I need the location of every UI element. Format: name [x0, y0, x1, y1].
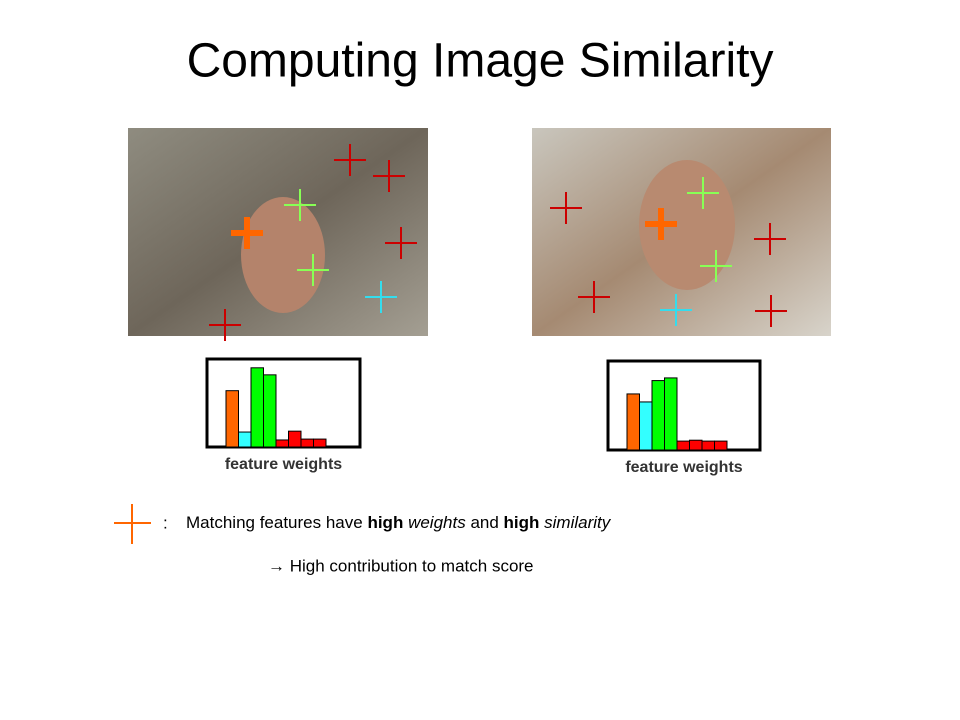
bar — [313, 438, 327, 448]
cross — [550, 192, 582, 224]
cross — [700, 250, 732, 282]
photo-left — [128, 128, 428, 336]
cross — [385, 227, 417, 259]
bar — [714, 440, 728, 451]
slide-title: Computing Image Similarity — [187, 35, 774, 88]
bar-chart: feature weights — [205, 357, 362, 473]
bar — [238, 431, 252, 448]
legend-marker — [114, 504, 151, 544]
x-axis-label: feature weights — [225, 456, 342, 473]
cross — [755, 295, 787, 327]
bar-chart: feature weights — [606, 359, 762, 476]
bar — [639, 401, 653, 451]
note: → High contribution to match score — [268, 556, 534, 575]
cross — [297, 254, 329, 286]
cross — [578, 281, 610, 313]
charts: feature weights feature weights — [205, 357, 762, 476]
cross — [284, 189, 316, 221]
bar — [225, 390, 239, 448]
bar — [275, 439, 289, 448]
legend-run: high — [367, 513, 403, 532]
cross — [645, 208, 677, 240]
legend-run: high — [504, 513, 540, 532]
cross — [209, 309, 241, 341]
cross — [365, 281, 397, 313]
bar — [651, 380, 665, 451]
legend-text: Matching features have high weights and … — [186, 513, 612, 532]
legend-run: similarity — [539, 513, 611, 532]
cross — [373, 160, 405, 192]
cross — [231, 217, 263, 249]
cross — [660, 294, 692, 326]
cross — [754, 223, 786, 255]
feature-markers — [209, 144, 787, 341]
legend-separator: : — [163, 513, 168, 532]
x-axis-label: feature weights — [625, 459, 742, 476]
bar — [676, 440, 690, 451]
bar — [250, 367, 264, 448]
cross — [687, 177, 719, 209]
bar — [701, 440, 715, 451]
bar — [689, 439, 703, 451]
bar — [300, 438, 314, 448]
legend-run: weights — [403, 513, 466, 532]
bar — [664, 377, 678, 451]
legend-run: Matching features have — [186, 513, 367, 532]
bar — [288, 430, 302, 448]
photo-right — [532, 128, 831, 336]
legend-run: and — [466, 513, 504, 532]
cross — [334, 144, 366, 176]
bar — [626, 393, 640, 451]
bar — [263, 374, 277, 448]
